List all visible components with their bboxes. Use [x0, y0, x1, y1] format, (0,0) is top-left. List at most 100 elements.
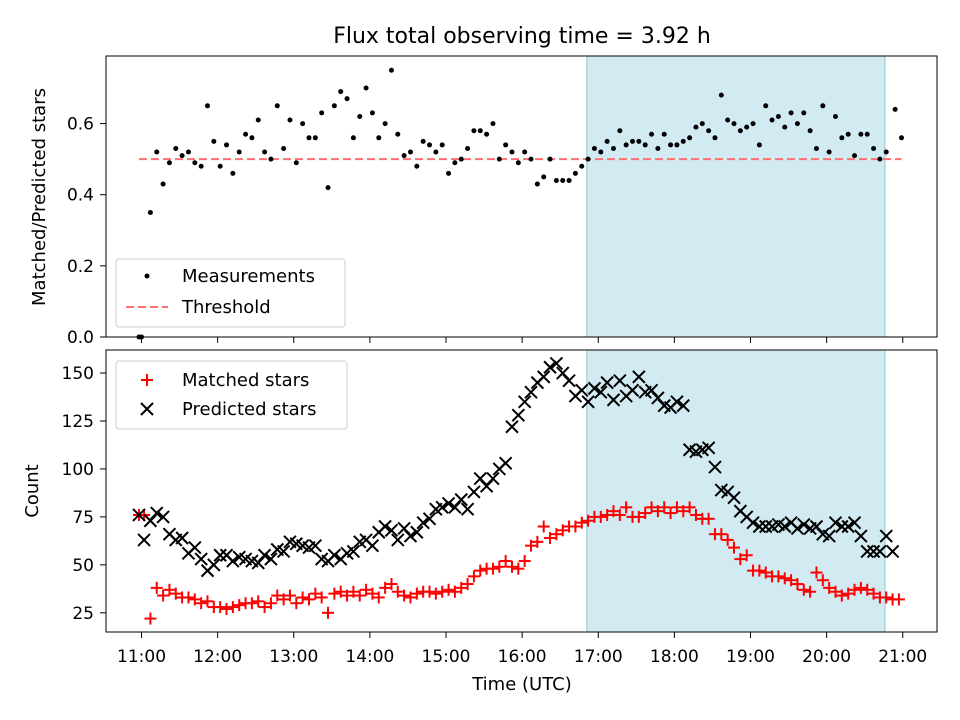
measurement-point: [369, 110, 375, 116]
measurement-point: [395, 131, 401, 137]
measurement-point: [224, 142, 230, 148]
bottom-legend: Matched stars Predicted stars: [115, 360, 348, 430]
predicted-point: [670, 395, 684, 409]
top-legend: Measurements Threshold: [115, 258, 346, 328]
predicted-point: [575, 383, 589, 397]
predicted-point-b: [682, 443, 697, 457]
bottom-y-ticks: 25 50 75 100 125 150: [62, 364, 106, 624]
predicted-point-b: [606, 393, 621, 407]
predicted-point: [759, 519, 773, 534]
top-legend-box: [115, 258, 346, 328]
matched-point: [258, 601, 271, 614]
measurement-point: [446, 170, 452, 176]
predicted-point: [885, 544, 900, 559]
predicted-point: [308, 538, 323, 553]
matched-point: [334, 585, 347, 598]
chart-title: Flux total observing time = 3.92 h: [333, 24, 711, 49]
matched-point: [169, 587, 182, 600]
matched-point: [677, 505, 690, 518]
top-plot-frame: [105, 55, 938, 338]
predicted-point: [600, 375, 614, 390]
measurement-point: [883, 149, 889, 155]
x-tick-label: 11:00: [117, 647, 166, 667]
predicted-point-b: [828, 515, 843, 530]
matched-point: [791, 578, 804, 591]
predicted-point-b: [397, 521, 411, 536]
measurements-series: [136, 67, 904, 340]
matched-point: [423, 585, 436, 598]
predicted-point-b: [175, 531, 189, 545]
predicted-point-b: [314, 552, 329, 566]
predicted-point-b: [543, 360, 557, 374]
predicted-point-b: [435, 500, 449, 515]
x-tick-label: 18:00: [650, 647, 699, 667]
predicted-point-b: [422, 512, 437, 526]
measurement-point: [833, 113, 839, 119]
predicted-point: [257, 548, 272, 562]
predicted-point: [676, 398, 690, 413]
measurement-point: [674, 142, 680, 148]
measurement-point: [763, 103, 769, 109]
matched-point: [341, 589, 354, 602]
predicted-point-b: [232, 550, 246, 564]
measurement-point: [433, 149, 439, 155]
measurement-point: [211, 138, 217, 144]
measurement-point: [788, 110, 794, 116]
predicted-point-b: [219, 548, 234, 562]
matched-point: [201, 595, 214, 608]
measurement-point: [179, 153, 185, 159]
measurement-point: [204, 103, 210, 109]
matched-point: [220, 602, 233, 615]
predicted-point-b: [701, 441, 716, 455]
matched-point: [398, 589, 411, 602]
bottom-y-tick-label: 150: [62, 364, 94, 384]
predicted-point: [441, 496, 456, 511]
x-tick-label: 12:00: [193, 647, 242, 667]
measurement-point: [737, 128, 743, 134]
matched-point: [778, 572, 791, 585]
predicted-point: [536, 370, 551, 384]
predicted-point: [486, 471, 500, 486]
measurement-point: [801, 110, 807, 116]
matched-point: [226, 601, 239, 614]
top-highlight-span-layer: [586, 55, 886, 338]
measurement-point: [496, 156, 502, 162]
predicted-point: [549, 356, 564, 371]
predicted-point: [378, 519, 392, 534]
matched-point: [499, 555, 512, 568]
measurement-point: [439, 142, 445, 148]
measurement-point: [160, 181, 166, 187]
measurement-point: [579, 163, 585, 169]
measurement-point: [782, 124, 788, 130]
measurement-point: [255, 117, 261, 123]
measurement-point: [706, 128, 712, 134]
measurement-point: [566, 177, 572, 183]
predicted-point: [562, 373, 576, 388]
predicted-point: [511, 408, 526, 422]
measurement-point: [325, 185, 331, 191]
legend-measurements-label: Measurements: [182, 266, 315, 287]
predicted-point: [150, 506, 164, 520]
predicted-point-b: [238, 552, 253, 566]
matched-point: [182, 591, 195, 604]
measurement-point: [718, 92, 724, 98]
matched-point: [620, 501, 633, 514]
predicted-point: [822, 529, 836, 543]
legend-measurements-marker: [144, 273, 150, 279]
measurement-point: [363, 85, 369, 91]
predicted-point: [778, 519, 792, 534]
predicted-point-b: [797, 517, 811, 532]
measurement-point: [185, 149, 191, 155]
top-y-axis-label: Matched/Predicted stars: [29, 88, 50, 306]
matched-point: [797, 583, 810, 596]
matched-point: [842, 587, 855, 600]
predicted-point: [587, 381, 602, 396]
matched-point: [391, 585, 404, 598]
matched-point: [582, 514, 595, 527]
matched-point: [493, 560, 506, 573]
measurement-point: [420, 138, 426, 144]
measurement-point: [465, 145, 471, 151]
matched-point: [486, 562, 499, 575]
measurement-point: [585, 156, 591, 162]
measurement-point: [319, 110, 325, 116]
